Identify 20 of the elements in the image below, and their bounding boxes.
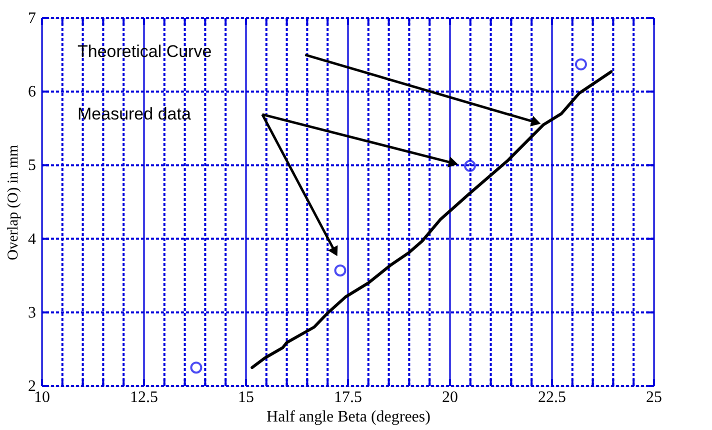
x-tick-label: 20 bbox=[442, 389, 458, 406]
y-tick-label: 5 bbox=[28, 157, 36, 174]
point bbox=[334, 264, 346, 276]
x-tick-label: 12.5 bbox=[130, 389, 158, 406]
point bbox=[574, 58, 587, 70]
y-tick-label: 4 bbox=[28, 230, 36, 248]
x-tick-label: 25 bbox=[646, 389, 662, 406]
y-tick-label: 3 bbox=[28, 304, 36, 322]
x-tick-label: 22.5 bbox=[538, 389, 566, 406]
y-tick-label: 6 bbox=[28, 84, 36, 101]
point bbox=[464, 160, 476, 172]
y-tick-label: 7 bbox=[28, 10, 36, 27]
point bbox=[190, 362, 202, 374]
line-series bbox=[250, 70, 613, 370]
x-tick-label: 15 bbox=[238, 389, 254, 406]
x-tick-label: 10 bbox=[34, 389, 50, 406]
y-axis-title: Overlap (O) in mm bbox=[6, 144, 22, 260]
x-axis-title: Half angle Beta (degrees) bbox=[266, 408, 430, 426]
y-tick-label: 2 bbox=[28, 378, 36, 395]
x-tick-label: 17.5 bbox=[334, 389, 362, 406]
